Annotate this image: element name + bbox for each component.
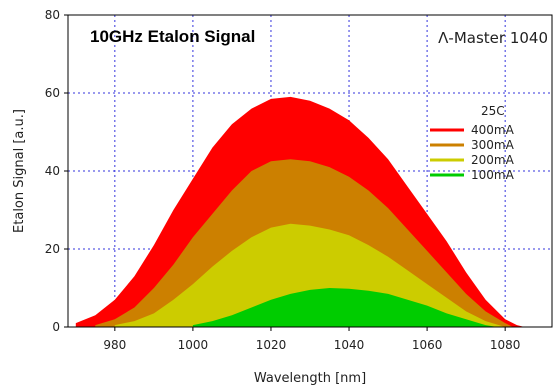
ticks: 980 1000 1020 1040 1060 1080 0 20 40 60 80 xyxy=(45,8,521,352)
y-tick-label: 40 xyxy=(45,164,60,178)
series-area-100mA xyxy=(192,288,498,327)
y-tick-label: 20 xyxy=(45,242,60,256)
x-tick-label: 1000 xyxy=(178,338,209,352)
series-layer xyxy=(75,96,525,328)
legend-label: 400mA xyxy=(471,123,515,137)
x-tick-label: 980 xyxy=(103,338,126,352)
legend-label: 100mA xyxy=(471,168,515,182)
y-tick-label: 0 xyxy=(52,320,60,334)
legend-title: 25C xyxy=(481,104,505,118)
x-tick-label: 1040 xyxy=(334,338,365,352)
x-tick-label: 1020 xyxy=(256,338,287,352)
y-tick-label: 60 xyxy=(45,86,60,100)
legend-label: 300mA xyxy=(471,138,515,152)
y-tick-label: 80 xyxy=(45,8,60,22)
x-axis-label: Wavelength [nm] xyxy=(254,371,366,386)
chart-title: 10GHz Etalon Signal xyxy=(90,27,255,46)
chart-subtitle: Λ-Master 1040 xyxy=(438,29,548,47)
y-axis-label: Etalon Signal [a.u.] xyxy=(12,109,27,233)
x-tick-label: 1060 xyxy=(412,338,443,352)
x-tick-label: 1080 xyxy=(490,338,521,352)
legend-label: 200mA xyxy=(471,153,515,167)
